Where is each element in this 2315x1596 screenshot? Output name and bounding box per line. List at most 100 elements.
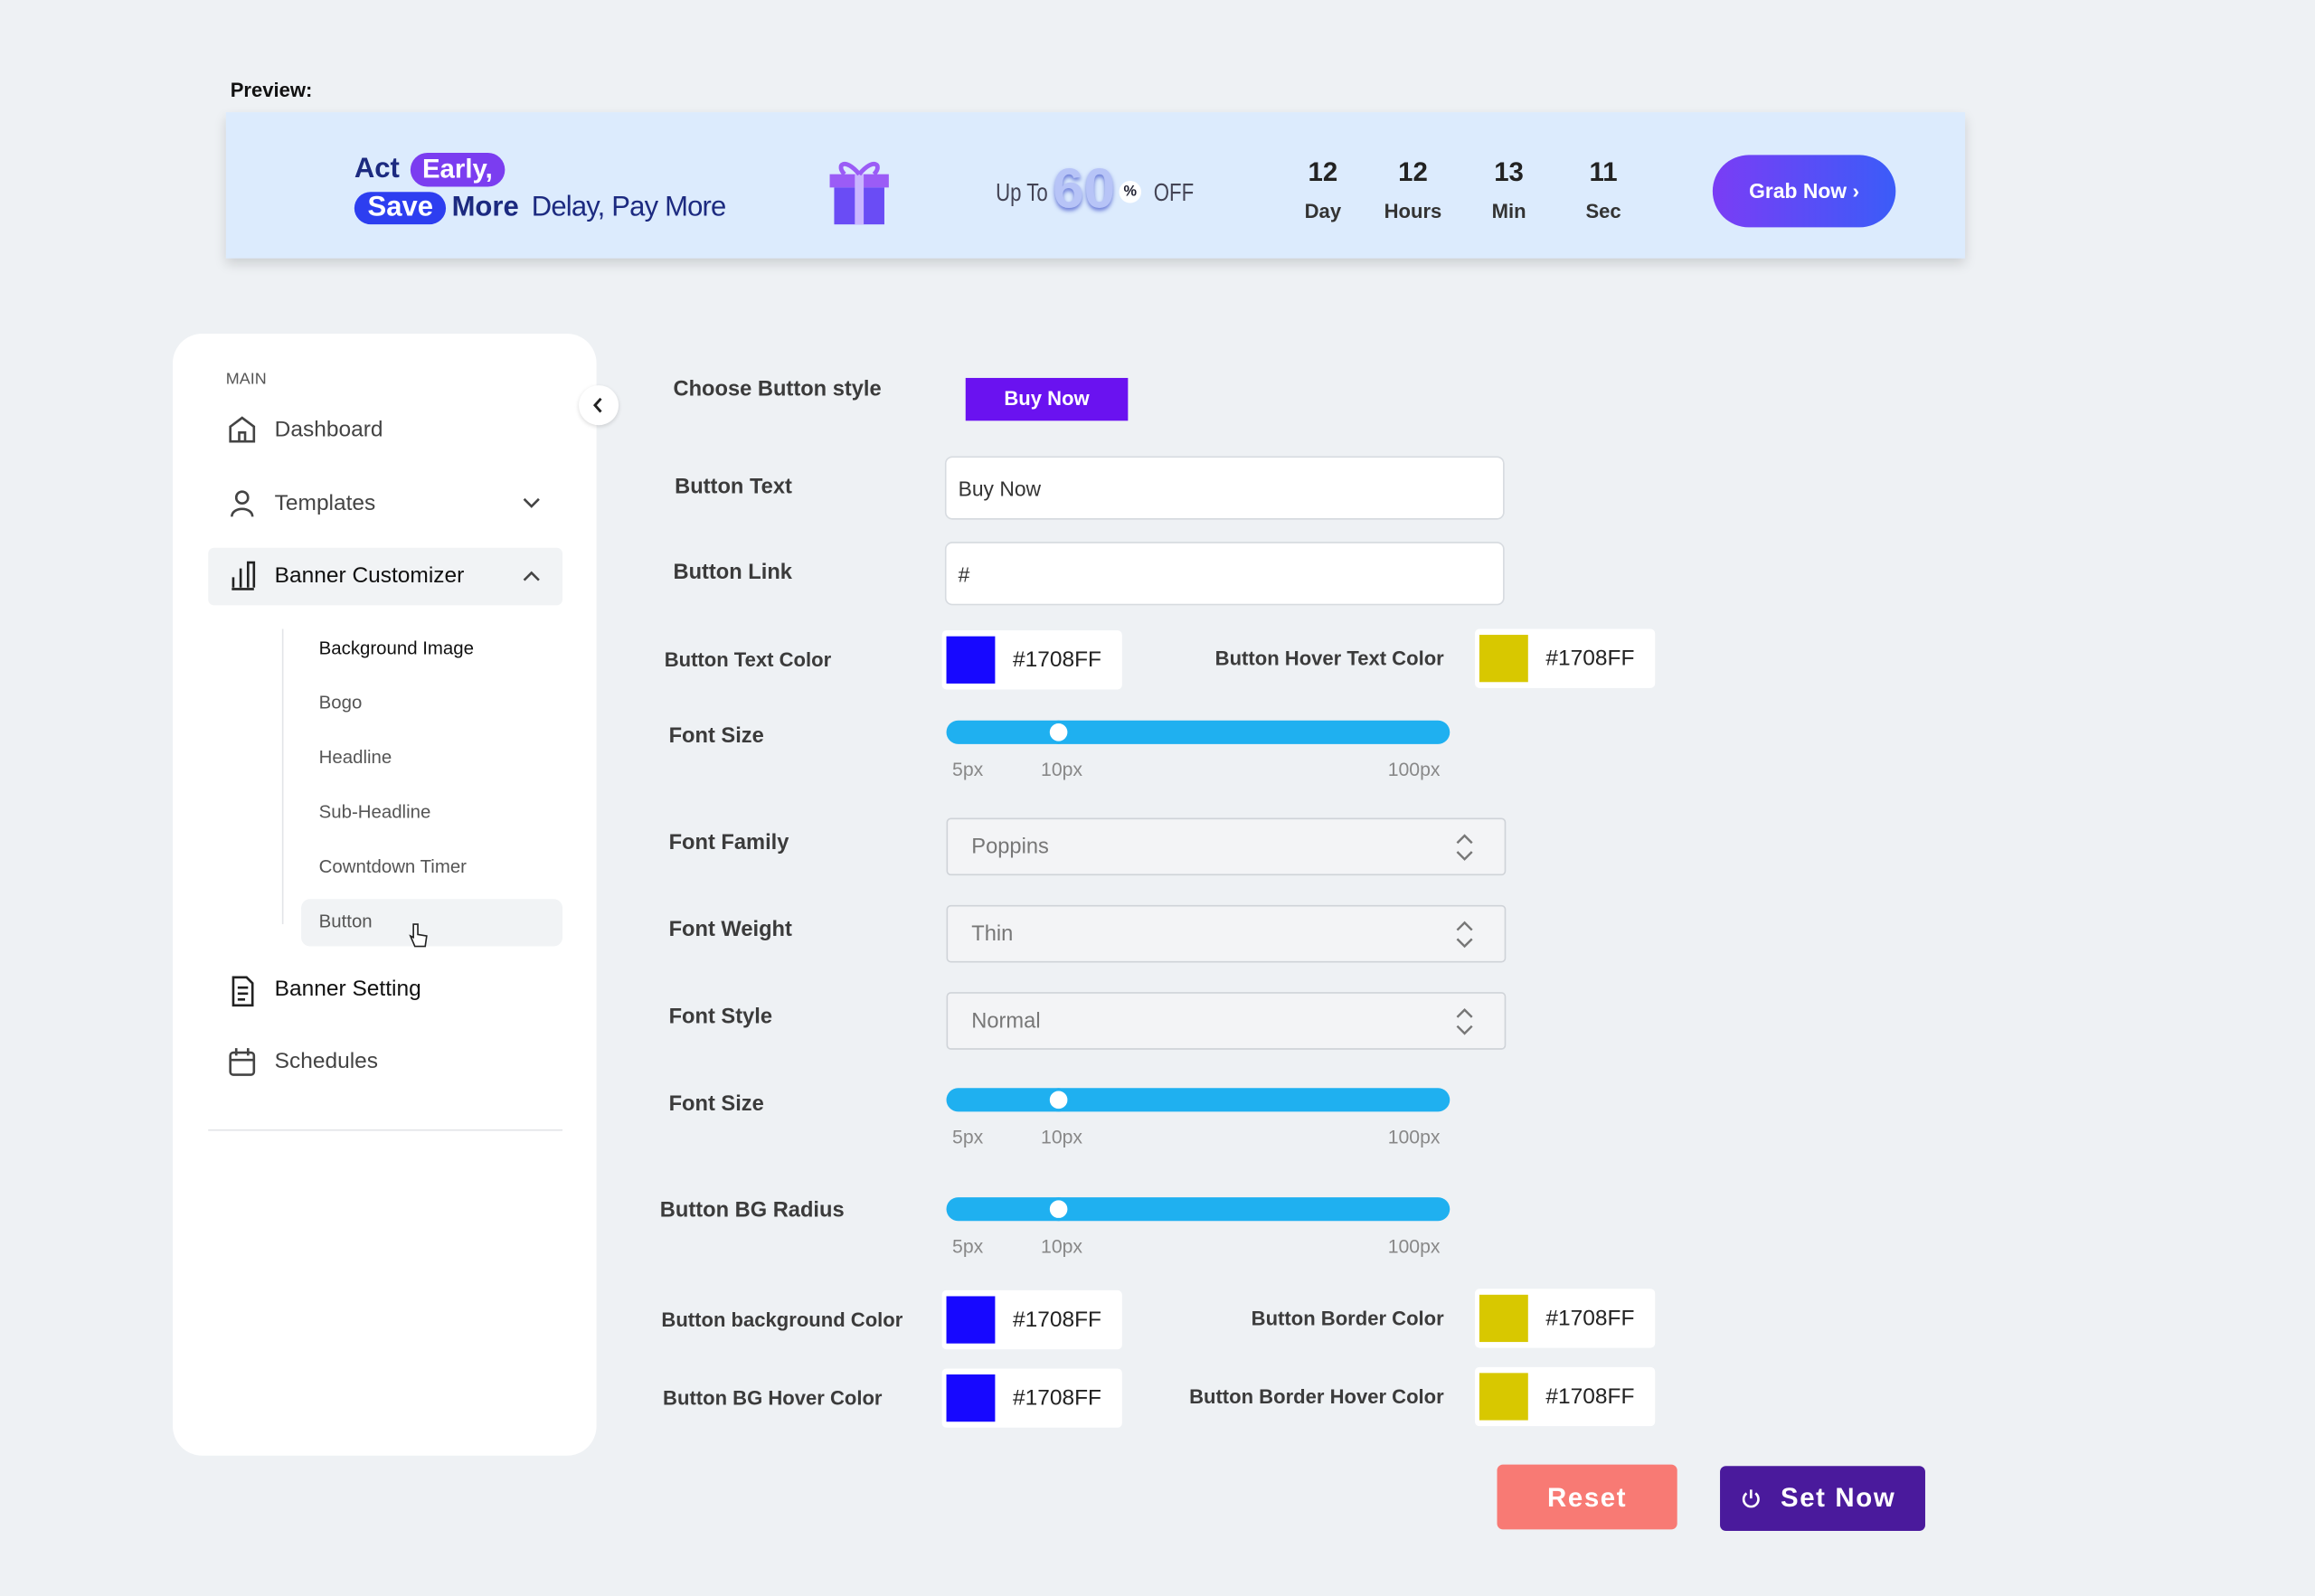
label: Button Hover Text Color <box>1214 647 1444 670</box>
text-input[interactable]: # <box>944 542 1505 606</box>
slider-track[interactable] <box>946 1088 1450 1112</box>
active-sub-bg <box>301 899 563 947</box>
select-arrows[interactable] <box>1454 831 1475 864</box>
color-value[interactable]: #1708FF <box>1012 1385 1102 1411</box>
color-value[interactable]: #1708FF <box>1545 1384 1635 1410</box>
slider-knob[interactable] <box>1046 720 1071 744</box>
color-picker[interactable]: #1708FF <box>1475 1366 1656 1427</box>
style-sample-text[interactable]: Buy Now <box>1004 387 1090 411</box>
select[interactable]: Normal <box>946 992 1507 1050</box>
text-input[interactable]: Buy Now <box>944 456 1505 520</box>
grab-now-button[interactable]: Grab Now › <box>1712 155 1896 228</box>
save: Save <box>354 192 447 225</box>
reset-button[interactable]: Reset <box>1497 1464 1677 1530</box>
label: Button Text Color <box>664 648 832 672</box>
countdown-value: 11 <box>1589 156 1618 187</box>
countdown-value: 12 <box>1308 156 1338 187</box>
select[interactable]: Poppins <box>946 817 1507 876</box>
countdown-unit: Min <box>1491 200 1526 222</box>
section-label: MAIN <box>225 370 267 389</box>
label: Button Link <box>673 561 792 585</box>
submenu-item[interactable]: Background Image <box>318 637 474 659</box>
color-value[interactable]: #1708FF <box>1012 647 1102 673</box>
sidebar: MAIN Dashboard Templates Banner Customizer… <box>173 333 597 1456</box>
color-value[interactable]: #1708FF <box>1545 1306 1635 1331</box>
color-swatch[interactable] <box>946 636 996 684</box>
discount: 60 <box>1053 158 1116 222</box>
power-icon[interactable] <box>1741 1488 1762 1509</box>
label: Button background Color <box>661 1308 903 1331</box>
select-arrows[interactable] <box>1454 1006 1475 1038</box>
slider-mark: 10px <box>1041 758 1083 780</box>
slider-mark: 100px <box>1387 1234 1441 1258</box>
color-swatch[interactable] <box>1479 635 1528 683</box>
label: Button BG Radius <box>659 1198 845 1223</box>
input-value[interactable]: Buy Now <box>958 477 1042 501</box>
slider-knob[interactable] <box>1046 1197 1071 1222</box>
color-picker[interactable]: #1708FF <box>941 1289 1122 1350</box>
collapse-icon[interactable] <box>591 397 607 413</box>
countdown-value: 13 <box>1494 156 1524 187</box>
off: OFF <box>1153 178 1195 207</box>
label: Button Border Hover Color <box>1189 1385 1444 1408</box>
reset-text[interactable]: Reset <box>1546 1482 1628 1513</box>
slider-mark: 100px <box>1387 1125 1441 1148</box>
countdown-unit: Hours <box>1384 200 1442 222</box>
color-value[interactable]: #1708FF <box>1012 1307 1102 1333</box>
label: Button Border Color <box>1251 1307 1444 1330</box>
nav-item[interactable]: Dashboard <box>274 417 383 442</box>
countdown-value: 12 <box>1398 156 1428 187</box>
slider-mark: 10px <box>1041 1234 1083 1258</box>
color-swatch[interactable] <box>1479 1373 1528 1421</box>
slider-knob[interactable] <box>1046 1088 1071 1112</box>
up-to: Up To <box>996 178 1048 207</box>
slider-track[interactable] <box>946 720 1450 744</box>
submenu-item[interactable]: Bogo <box>318 692 363 713</box>
select-arrows[interactable] <box>1454 919 1475 951</box>
slider-mark: 5px <box>952 1125 984 1148</box>
slider-track[interactable] <box>946 1197 1450 1222</box>
tagline: Delay, Pay More <box>531 192 727 223</box>
color-swatch[interactable] <box>946 1374 996 1422</box>
submenu-item[interactable]: Sub-Headline <box>318 801 431 823</box>
select-value[interactable]: Thin <box>971 922 1014 947</box>
label: Font Size <box>668 1092 764 1117</box>
label: Font Family <box>668 831 789 855</box>
tree-line <box>281 628 284 925</box>
input-value[interactable]: # <box>958 562 970 587</box>
color-picker[interactable]: #1708FF <box>941 1368 1122 1428</box>
select[interactable]: Thin <box>946 904 1507 963</box>
collapse-button[interactable] <box>578 385 619 426</box>
slider-mark: 5px <box>952 1234 984 1258</box>
submenu-item[interactable]: Headline <box>318 747 392 768</box>
color-picker[interactable]: #1708FF <box>1475 628 1656 688</box>
style-sample[interactable]: Buy Now <box>965 377 1129 421</box>
select-value[interactable]: Normal <box>971 1009 1041 1034</box>
more: More <box>451 192 519 223</box>
label: Button Text <box>675 475 792 499</box>
nav-item[interactable]: Templates <box>274 490 376 516</box>
color-picker[interactable]: #1708FF <box>1475 1289 1656 1348</box>
slider-mark: 5px <box>952 758 984 780</box>
color-swatch[interactable] <box>946 1296 996 1344</box>
nav-item[interactable]: Schedules <box>274 1048 379 1074</box>
slider-mark: 100px <box>1387 758 1441 780</box>
act: Act <box>354 153 400 185</box>
percent: % <box>1119 180 1141 203</box>
color-value[interactable]: #1708FF <box>1545 646 1635 672</box>
submenu-item[interactable]: Cowntdown Timer <box>318 855 467 877</box>
set-now-button[interactable]: Set Now <box>1720 1466 1925 1532</box>
color-swatch[interactable] <box>1479 1294 1528 1343</box>
nav-icons <box>229 416 256 1076</box>
slider-mark: 10px <box>1041 1125 1083 1148</box>
set-now-text[interactable]: Set Now <box>1780 1482 1896 1513</box>
select-value[interactable]: Poppins <box>971 836 1049 860</box>
color-picker[interactable]: #1708FF <box>941 630 1122 690</box>
nav-item[interactable]: Banner Setting <box>274 976 421 1002</box>
divider <box>208 1129 563 1131</box>
submenu-item[interactable]: Button <box>318 911 373 932</box>
nav-item[interactable]: Banner Customizer <box>274 562 465 589</box>
countdown-unit: Day <box>1304 200 1342 222</box>
grab-now-text[interactable]: Grab Now › <box>1749 178 1860 203</box>
